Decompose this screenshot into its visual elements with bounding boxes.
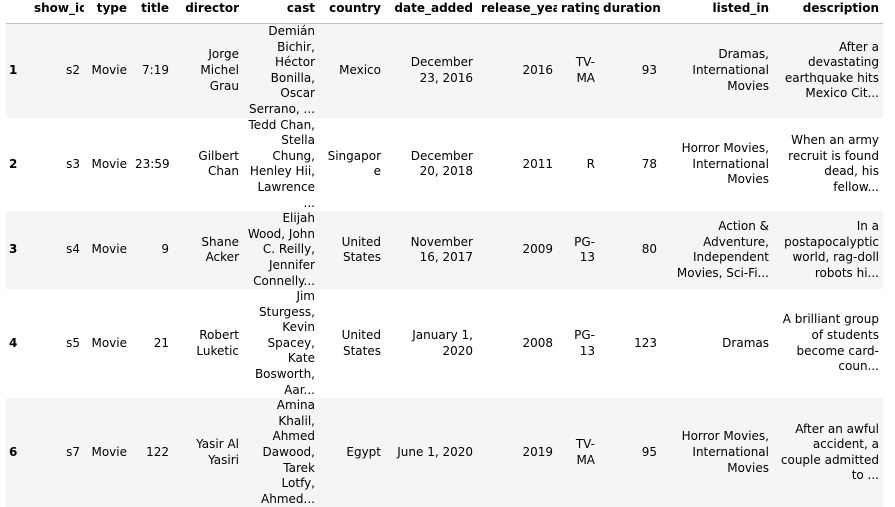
column-header: description <box>773 0 883 24</box>
cell-title: 122 <box>146 445 169 460</box>
cell-duration: 123 <box>634 335 657 350</box>
cell-show-id: s5 <box>66 335 80 350</box>
cell-date-added: December 20, 2018 <box>410 148 473 179</box>
cell-release-year: 2019 <box>522 445 553 460</box>
cell-duration: 95 <box>641 445 657 460</box>
cell-title: 23:59 <box>135 156 170 171</box>
cell-cast: Elijah Wood, John C. Reilly, Jennifer Co… <box>247 211 315 288</box>
cell-show-id: s2 <box>66 62 80 77</box>
column-header: cast <box>243 0 319 24</box>
cell-title: 7:19 <box>142 62 169 77</box>
row-index: 1 <box>9 62 18 77</box>
cell-date-added: June 1, 2020 <box>397 445 473 460</box>
index-header <box>6 0 30 24</box>
row-index: 6 <box>9 445 18 460</box>
cell-date-added: January 1, 2020 <box>412 328 473 358</box>
cell-director: Robert Luketic <box>196 328 239 358</box>
cell-duration: 93 <box>641 62 657 77</box>
cell-type: Movie <box>91 62 127 77</box>
cell-cast: Tedd Chan, Stella Chung, Henley Hii, Law… <box>248 117 315 210</box>
cell-description: When an army recruit is found dead, his … <box>788 133 879 194</box>
column-header: release_year <box>477 0 557 24</box>
cell-rating: TV-MA <box>575 55 595 85</box>
table-row: 4 s5 Movie 21 Robert Luketic Jim Sturges… <box>6 289 883 399</box>
table-row: 6 s7 Movie 122 Yasir Al Yasiri Amina Kha… <box>6 398 883 507</box>
cell-type: Movie <box>91 242 127 257</box>
cell-release-year: 2009 <box>522 242 553 257</box>
cell-cast: Demián Bichir, Héctor Bonilla, Oscar Ser… <box>248 24 315 116</box>
table-row: 1 s2 Movie 7:19 Jorge Michel Grau Demián… <box>6 23 883 118</box>
cell-release-year: 2016 <box>522 62 553 77</box>
cell-country: United States <box>341 328 381 358</box>
cell-country: Egypt <box>346 445 381 460</box>
cell-release-year: 2011 <box>522 156 553 171</box>
table-row: 3 s4 Movie 9 Shane Acker Elijah Wood, Jo… <box>6 211 883 290</box>
cell-country: Singapore <box>327 148 381 179</box>
cell-cast: Jim Sturgess, Kevin Spacey, Kate Boswort… <box>254 289 315 397</box>
cell-show-id: s7 <box>66 445 80 460</box>
column-header: director <box>173 0 243 24</box>
cell-type: Movie <box>91 156 127 171</box>
cell-description: A brilliant group of students become car… <box>782 312 879 374</box>
cell-listed-in: Action & Adventure, Independent Movies, … <box>676 218 769 280</box>
cell-type: Movie <box>91 445 127 460</box>
cell-listed-in: Dramas, International Movies <box>692 47 769 93</box>
cell-listed-in: Horror Movies, International Movies <box>681 429 769 475</box>
cell-rating: PG-13 <box>574 234 595 265</box>
cell-country: United States <box>341 234 381 265</box>
row-index: 3 <box>9 242 18 257</box>
column-header: date_added <box>385 0 477 24</box>
cell-description: After an awful accident, a couple admitt… <box>780 421 879 483</box>
cell-release-year: 2008 <box>522 335 553 350</box>
table-row: 2 s3 Movie 23:59 Gilbert Chan Tedd Chan,… <box>6 117 883 212</box>
cell-director: Yasir Al Yasiri <box>196 437 239 467</box>
cell-listed-in: Horror Movies, International Movies <box>681 140 769 187</box>
cell-show-id: s4 <box>66 242 80 257</box>
column-header: listed_in <box>661 0 773 24</box>
cell-director: Jorge Michel Grau <box>200 47 239 93</box>
column-header: type <box>84 0 131 24</box>
column-header: rating <box>557 0 599 24</box>
dataframe-table: show_id type title director cast country… <box>6 0 883 507</box>
row-index: 4 <box>9 335 18 350</box>
cell-title: 21 <box>153 335 169 350</box>
cell-rating: PG-13 <box>574 328 595 358</box>
cell-date-added: December 23, 2016 <box>410 55 473 85</box>
cell-listed-in: Dramas <box>722 335 769 350</box>
column-header: title <box>131 0 173 24</box>
cell-type: Movie <box>91 335 127 350</box>
cell-description: After a devastating earthquake hits Mexi… <box>784 39 879 101</box>
cell-country: Mexico <box>339 62 381 77</box>
column-header: show_id <box>30 0 84 24</box>
cell-duration: 80 <box>641 242 657 257</box>
column-header: country <box>319 0 385 24</box>
header-row: show_id type title director cast country… <box>6 0 883 24</box>
cell-date-added: November 16, 2017 <box>410 234 473 265</box>
cell-duration: 78 <box>641 156 657 171</box>
row-index: 2 <box>9 156 18 171</box>
cell-title: 9 <box>161 242 169 257</box>
cell-rating: TV-MA <box>575 437 595 467</box>
cell-rating: R <box>586 156 595 171</box>
cell-description: In a postapocalyptic world, rag-doll rob… <box>784 218 879 280</box>
cell-cast: Amina Khalil, Ahmed Dawood, Tarek Lotfy,… <box>261 398 315 506</box>
cell-director: Gilbert Chan <box>198 148 239 179</box>
cell-director: Shane Acker <box>201 234 239 265</box>
cell-show-id: s3 <box>66 156 80 171</box>
column-header: duration <box>599 0 661 24</box>
